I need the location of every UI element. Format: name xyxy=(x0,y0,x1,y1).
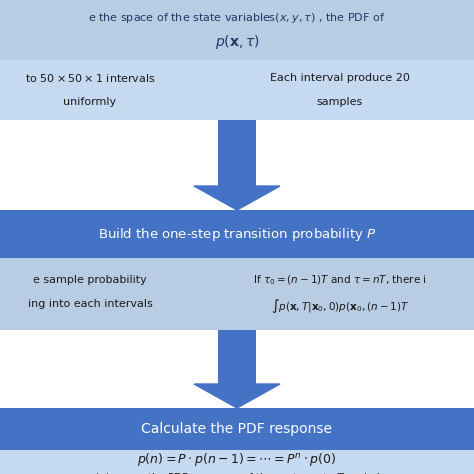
Text: $\int p(\mathbf{x},T|\mathbf{x}_0,0)p(\mathbf{x}_0,(n-1)T$: $\int p(\mathbf{x},T|\mathbf{x}_0,0)p(\m… xyxy=(271,297,409,315)
Text: e the space of the state variables($x, y, \tau$) , the PDF of: e the space of the state variables($x, y… xyxy=(88,11,386,25)
Bar xyxy=(0,450,474,474)
Bar xyxy=(0,408,474,450)
Text: If $\tau_0 = (n-1)T$ and $\tau = nT$, there i: If $\tau_0 = (n-1)T$ and $\tau = nT$, th… xyxy=(253,273,427,287)
Text: to $50 \times 50 \times 1$ intervals: to $50 \times 50 \times 1$ intervals xyxy=(25,72,155,84)
Bar xyxy=(218,330,256,384)
Text: $p(\mathbf{x}, \tau)$: $p(\mathbf{x}, \tau)$ xyxy=(215,33,259,51)
Text: e sample probability: e sample probability xyxy=(33,275,147,285)
Text: $p(n)$means the PDF response of the system at $nT$ periods: $p(n)$means the PDF response of the syst… xyxy=(88,471,386,474)
Text: uniformly: uniformly xyxy=(64,97,117,107)
Bar xyxy=(0,210,474,258)
Text: Build the one-step transition probability $P$: Build the one-step transition probabilit… xyxy=(98,226,376,243)
Polygon shape xyxy=(194,186,280,210)
Text: ing into each intervals: ing into each intervals xyxy=(27,299,152,309)
Polygon shape xyxy=(194,384,280,408)
Bar xyxy=(0,258,474,330)
Bar xyxy=(0,60,474,120)
Bar xyxy=(218,120,256,186)
Text: $p(n) = P \cdot p(n-1) = \cdots = P^n \cdot p(0)$: $p(n) = P \cdot p(n-1) = \cdots = P^n \c… xyxy=(137,452,337,468)
Text: Each interval produce 20: Each interval produce 20 xyxy=(270,73,410,83)
Bar xyxy=(0,0,474,60)
Text: Calculate the PDF response: Calculate the PDF response xyxy=(142,422,332,436)
Text: samples: samples xyxy=(317,97,363,107)
